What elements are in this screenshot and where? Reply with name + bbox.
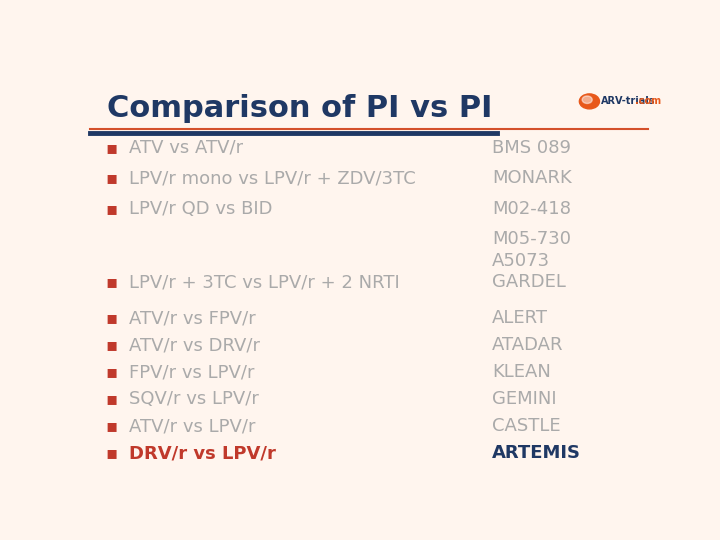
Text: M05-730: M05-730 bbox=[492, 230, 571, 248]
Text: ARTEMIS: ARTEMIS bbox=[492, 444, 581, 462]
Text: ATV/r vs LPV/r: ATV/r vs LPV/r bbox=[129, 417, 256, 435]
Text: Comparison of PI vs PI: Comparison of PI vs PI bbox=[107, 94, 492, 123]
Text: LPV/r mono vs LPV/r + ZDV/3TC: LPV/r mono vs LPV/r + ZDV/3TC bbox=[129, 170, 416, 187]
Text: ▪: ▪ bbox=[105, 170, 117, 187]
Text: SQV/r vs LPV/r: SQV/r vs LPV/r bbox=[129, 390, 259, 408]
Text: .com: .com bbox=[634, 97, 661, 106]
Text: ATV/r vs FPV/r: ATV/r vs FPV/r bbox=[129, 309, 256, 327]
Text: ATV/r vs DRV/r: ATV/r vs DRV/r bbox=[129, 336, 260, 354]
Text: ▪: ▪ bbox=[105, 200, 117, 218]
Text: LPV/r QD vs BID: LPV/r QD vs BID bbox=[129, 200, 273, 218]
Text: CASTLE: CASTLE bbox=[492, 417, 560, 435]
Text: KLEAN: KLEAN bbox=[492, 363, 551, 381]
Text: ATADAR: ATADAR bbox=[492, 336, 563, 354]
Text: ▪: ▪ bbox=[105, 336, 117, 354]
Text: ▪: ▪ bbox=[105, 417, 117, 435]
Text: ▪: ▪ bbox=[105, 390, 117, 408]
Text: GEMINI: GEMINI bbox=[492, 390, 557, 408]
Text: ▪: ▪ bbox=[105, 273, 117, 291]
Text: M02-418: M02-418 bbox=[492, 200, 571, 218]
Text: BMS 089: BMS 089 bbox=[492, 139, 571, 157]
Text: DRV/r vs LPV/r: DRV/r vs LPV/r bbox=[129, 444, 276, 462]
Text: FPV/r vs LPV/r: FPV/r vs LPV/r bbox=[129, 363, 255, 381]
Text: LPV/r + 3TC vs LPV/r + 2 NRTI: LPV/r + 3TC vs LPV/r + 2 NRTI bbox=[129, 273, 400, 291]
Text: GARDEL: GARDEL bbox=[492, 273, 566, 291]
Text: ▪: ▪ bbox=[105, 363, 117, 381]
Text: ▪: ▪ bbox=[105, 444, 117, 462]
Text: A5073: A5073 bbox=[492, 252, 550, 269]
Circle shape bbox=[580, 94, 600, 109]
Text: ▪: ▪ bbox=[105, 139, 117, 157]
Text: ATV vs ATV/r: ATV vs ATV/r bbox=[129, 139, 243, 157]
Text: ALERT: ALERT bbox=[492, 309, 548, 327]
Text: MONARK: MONARK bbox=[492, 170, 572, 187]
Circle shape bbox=[582, 96, 593, 104]
Text: ARV-trials: ARV-trials bbox=[601, 97, 656, 106]
Text: ▪: ▪ bbox=[105, 309, 117, 327]
